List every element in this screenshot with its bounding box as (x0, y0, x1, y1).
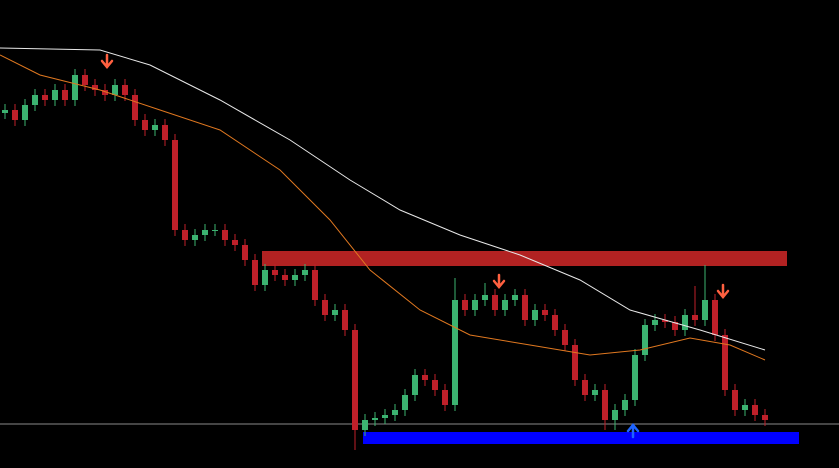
candle-body (402, 395, 408, 410)
candle-body (372, 418, 378, 420)
candle-body (462, 300, 468, 310)
candle-body (122, 85, 128, 95)
candle-body (322, 300, 328, 315)
candle-body (272, 270, 278, 275)
candle-body (132, 95, 138, 120)
signal-arrow (492, 273, 506, 289)
candle-body (242, 245, 248, 260)
candle-body (172, 140, 178, 230)
candle-body (742, 405, 748, 410)
candle-body (632, 355, 638, 400)
candle-body (662, 320, 668, 322)
candle-body (692, 315, 698, 320)
candle-body (592, 390, 598, 395)
candle-body (642, 325, 648, 355)
candle-body (362, 420, 368, 430)
candle-body (162, 125, 168, 140)
candle-body (52, 90, 58, 100)
candle-body (712, 300, 718, 335)
candle-body (762, 415, 768, 420)
candle-body (412, 375, 418, 395)
candle-body (622, 400, 628, 410)
candle-body (422, 375, 428, 380)
candle-body (352, 330, 358, 430)
candle-body (82, 75, 88, 85)
zone (262, 251, 787, 266)
signal-arrow (626, 423, 640, 439)
zone (363, 432, 799, 444)
candle-body (112, 85, 118, 95)
signal-arrow (716, 283, 730, 299)
candle-body (302, 270, 308, 275)
candle-body (392, 410, 398, 415)
candle-body (142, 120, 148, 130)
candle-body (262, 270, 268, 285)
candle-body (42, 95, 48, 100)
candle-body (502, 300, 508, 310)
candle-body (12, 110, 18, 120)
candle-body (192, 235, 198, 240)
candle-body (582, 380, 588, 395)
candle-body (442, 390, 448, 405)
candle-body (512, 295, 518, 300)
candle-body (282, 275, 288, 280)
candle-body (2, 110, 8, 113)
candle-body (722, 335, 728, 390)
candle-body (572, 345, 578, 380)
candle-body (492, 295, 498, 310)
candle-body (252, 260, 258, 285)
candle-body (202, 230, 208, 235)
candle-body (312, 270, 318, 300)
candle-body (32, 95, 38, 105)
candle-body (342, 310, 348, 330)
candle-body (532, 310, 538, 320)
signal-arrow (100, 53, 114, 69)
candle-body (62, 90, 68, 100)
candle-body (482, 295, 488, 300)
candle-body (552, 315, 558, 330)
candle-body (602, 390, 608, 420)
candle-body (212, 230, 218, 231)
candle-body (222, 230, 228, 240)
candle-body (22, 105, 28, 120)
candle-body (672, 322, 678, 330)
candle-body (522, 295, 528, 320)
candle-body (472, 300, 478, 310)
candle-body (652, 320, 658, 325)
candle-body (682, 315, 688, 330)
candle-body (432, 380, 438, 390)
candle-body (562, 330, 568, 345)
candle-body (452, 300, 458, 405)
candle-body (92, 85, 98, 90)
candle-body (102, 90, 108, 95)
candle-body (702, 300, 708, 320)
candle-body (612, 410, 618, 420)
candle-body (72, 75, 78, 100)
candle-body (332, 310, 338, 315)
average-line (0, 54, 766, 361)
average-line (0, 47, 766, 351)
candle-body (752, 405, 758, 415)
candle-body (542, 310, 548, 315)
candle-body (232, 240, 238, 245)
candle-body (732, 390, 738, 410)
candle-body (182, 230, 188, 240)
candle-body (382, 415, 388, 418)
candle-body (292, 275, 298, 280)
candle-body (152, 125, 158, 130)
